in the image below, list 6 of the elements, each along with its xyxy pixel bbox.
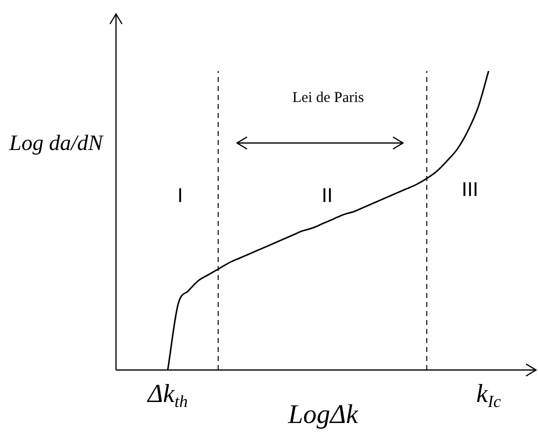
x-axis-title: LogΔk [287, 399, 359, 429]
annotation: I [177, 185, 183, 208]
annotation: Lei de Paris [292, 90, 364, 106]
annotation: III [462, 179, 478, 202]
annotation: II [322, 185, 333, 208]
y-axis-title: Log da/dN [8, 130, 104, 155]
